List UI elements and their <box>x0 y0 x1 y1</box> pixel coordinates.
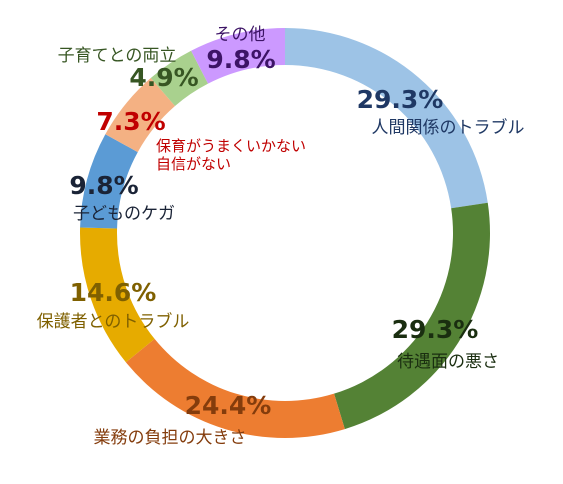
slice-1 <box>285 28 488 209</box>
slice-4-category-label: 保護者とのトラブル <box>37 311 190 332</box>
slice-7 <box>150 50 209 107</box>
slice-5-category-label: 子どものケガ <box>73 204 175 224</box>
slice-5-value-label: 9.8% <box>69 171 138 200</box>
slice-8-category-label: その他 <box>215 25 266 45</box>
slice-1-value-label: 29.3% <box>357 85 444 114</box>
slice-3-category-label: 業務の負担の大きさ <box>94 428 247 448</box>
slice-1-category-label: 人間関係のトラブル <box>372 117 525 138</box>
slice-6-category-label: 保育がうまくいかない自信がない <box>156 137 306 173</box>
slice-3-value-label: 24.4% <box>185 391 272 420</box>
slice-2-category-label: 待遇面の悪さ <box>397 352 499 372</box>
slice-8 <box>191 28 285 84</box>
slice-4-value-label: 14.6% <box>70 278 157 307</box>
slice-7-value-label: 4.9% <box>129 63 198 92</box>
slice-8-value-label: 9.8% <box>206 45 275 74</box>
slice-2 <box>334 202 490 430</box>
slice-2-value-label: 29.3% <box>392 315 479 344</box>
slice-6 <box>105 78 176 153</box>
donut-slices <box>79 28 490 438</box>
donut-labels: 29.3% 人間関係のトラブル 29.3% 待遇面の悪さ 24.4% 業務の負担の大きさ 1… <box>37 25 525 448</box>
slice-3 <box>125 338 345 438</box>
slice-6-value-label: 7.3% <box>96 107 165 136</box>
slice-5 <box>80 134 138 229</box>
slice-4 <box>79 227 155 363</box>
slice-7-category-label: 子育てとの両立 <box>58 46 177 66</box>
